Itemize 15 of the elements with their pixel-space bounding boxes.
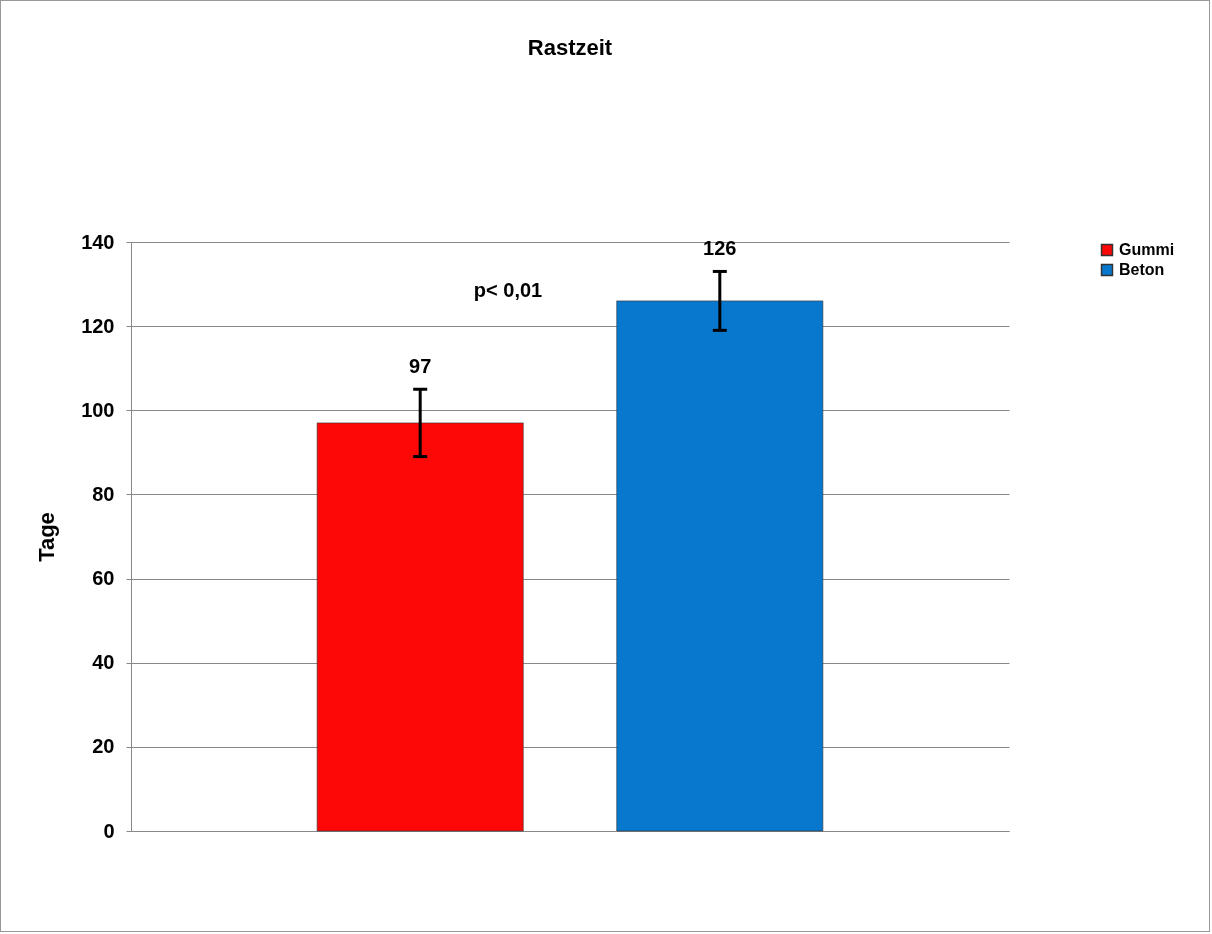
y-tick-label: 60 [92,567,115,590]
y-tick-label: 0 [103,819,115,842]
y-axis-title: Tage [34,512,60,562]
y-tick-label: 80 [92,482,115,505]
legend-label: Beton [1119,261,1165,278]
y-tick-label: 140 [81,230,115,253]
legend-label: Gummi [1119,241,1175,258]
data-label: 126 [703,237,737,260]
y-tick-label: 120 [81,314,115,337]
data-label: 97 [409,355,432,378]
y-tick-label: 40 [92,651,115,674]
y-tick-label: 100 [81,398,115,421]
chart-title: Rastzeit [527,35,613,60]
y-tick-label: 20 [92,735,115,758]
annotation: p< 0,01 [473,279,543,301]
